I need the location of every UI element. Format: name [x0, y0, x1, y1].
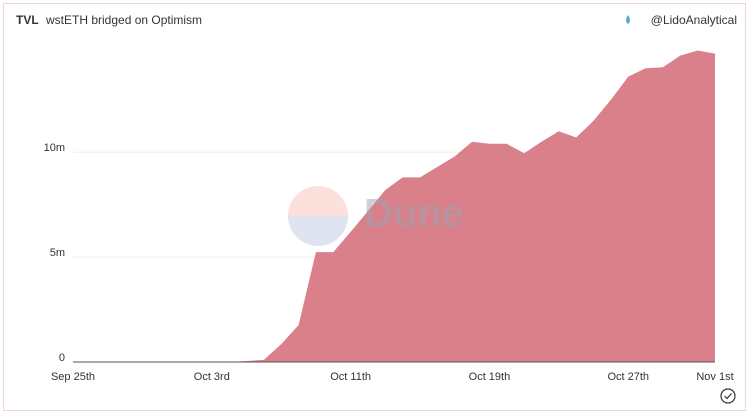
y-tick-label: 0 — [59, 352, 65, 364]
x-tick-label: Oct 11th — [330, 371, 371, 383]
author-icon — [626, 15, 630, 24]
chart: TVL wstETH bridged on Optimism @LidoAnal… — [16, 13, 737, 404]
header-label: TVL — [16, 13, 39, 27]
x-tick-label: Oct 27th — [607, 371, 649, 383]
watermark: Dune — [364, 192, 464, 236]
watermark-logo — [288, 186, 348, 246]
area — [73, 50, 715, 363]
y-tick-label: 5m — [50, 247, 65, 259]
check-icon[interactable] — [720, 388, 736, 404]
y-tick-label: 10m — [44, 142, 65, 154]
x-tick-label: Nov 1st — [696, 371, 733, 383]
x-tick-label: Oct 3rd — [194, 371, 230, 383]
plot: 0 5m 10m Sep 25th Oct 3rd Oct 11th Oct 19th Oct… — [44, 50, 734, 383]
chart-title: wstETH bridged on Optimism — [45, 13, 202, 27]
x-tick-label: Oct 19th — [469, 371, 511, 383]
x-tick-label: Sep 25th — [51, 371, 95, 383]
card: TVL wstETH bridged on Optimism @LidoAnal… — [3, 3, 746, 411]
check-mark — [724, 393, 732, 400]
author: @LidoAnalytical — [651, 13, 737, 27]
